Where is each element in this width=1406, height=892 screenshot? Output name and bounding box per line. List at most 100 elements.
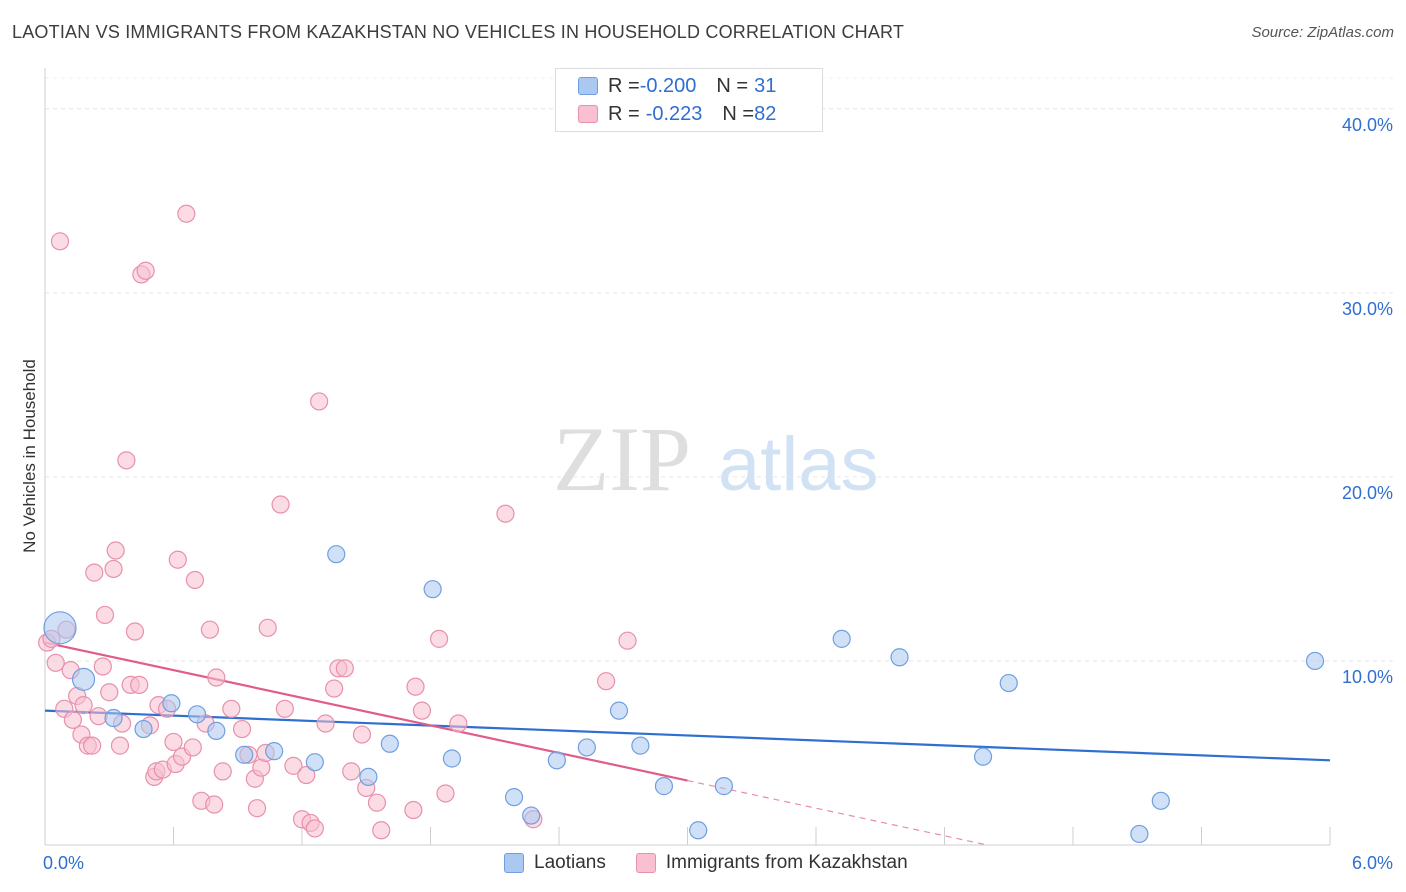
data-point-kazakhstan-51 (247, 799, 267, 818)
data-point-laotians-13 (423, 580, 442, 599)
data-point-kazakhstan-14 (89, 707, 108, 726)
data-point-kazakhstan-77 (449, 714, 468, 733)
legend-r-label: R = (608, 74, 640, 97)
y-tick-label: 40.0% (1342, 115, 1393, 135)
data-point-kazakhstan-66 (335, 659, 354, 678)
source-label: Source: ZipAtlas.com (1251, 24, 1394, 41)
data-point-kazakhstan-45 (207, 668, 226, 687)
data-point-kazakhstan-20 (110, 736, 130, 755)
data-point-laotians-7 (235, 745, 254, 764)
correlation-legend: R = -0.200 N = 31 R = -0.223 N = 82 (555, 68, 823, 132)
data-point-kazakhstan-81 (618, 631, 637, 650)
legend-n-value: 31 (754, 74, 777, 97)
data-point-kazakhstan-12 (83, 736, 102, 755)
legend-n-label: N = (722, 102, 755, 125)
data-point-laotians-29 (1151, 791, 1170, 810)
data-point-kazakhstan-48 (232, 719, 252, 739)
data-point-kazakhstan-34 (164, 732, 183, 752)
data-point-kazakhstan-38 (177, 204, 196, 223)
data-point-laotians-4 (162, 694, 181, 713)
data-point-laotians-1 (71, 667, 96, 691)
series-swatch-pink (635, 853, 656, 873)
axes (44, 68, 1331, 846)
data-point-laotians-11 (359, 767, 378, 787)
data-point-kazakhstan-24 (125, 622, 145, 641)
data-point-laotians-9 (305, 753, 324, 772)
data-point-laotians-22 (689, 821, 708, 840)
data-point-kazakhstan-75 (429, 629, 449, 648)
y-tick-label: 10.0% (1342, 667, 1393, 687)
data-point-kazakhstan-18 (104, 559, 123, 579)
data-point-kazakhstan-67 (342, 762, 361, 781)
data-point-laotians-17 (547, 751, 566, 770)
data-point-kazakhstan-74 (412, 701, 432, 720)
trend-line-1 (44, 641, 688, 782)
data-point-kazakhstan-39 (183, 738, 202, 757)
legend-swatch-blue (578, 77, 598, 95)
data-point-kazakhstan-25 (130, 675, 149, 694)
data-point-laotians-21 (654, 777, 674, 796)
data-point-laotians-25 (890, 648, 909, 667)
x-tick-label-min: 0.0% (43, 853, 84, 873)
data-point-kazakhstan-3 (50, 232, 70, 251)
data-point-kazakhstan-56 (275, 699, 294, 718)
data-point-laotians-10 (327, 545, 346, 564)
data-point-kazakhstan-76 (436, 784, 455, 803)
y-tick-label: 30.0% (1342, 299, 1393, 319)
data-point-kazakhstan-44 (205, 795, 224, 814)
data-point-laotians-3 (134, 719, 153, 739)
legend-n-label: N = (716, 74, 749, 97)
data-point-laotians-5 (187, 705, 207, 724)
data-point-kazakhstan-2 (46, 653, 65, 672)
data-point-kazakhstan-70 (367, 793, 387, 812)
legend-r-value: -0.223 (645, 102, 703, 125)
data-point-laotians-26 (973, 747, 993, 766)
data-point-laotians-30 (1305, 651, 1325, 671)
data-point-kazakhstan-73 (406, 677, 425, 696)
data-point-laotians-28 (1130, 824, 1149, 844)
data-point-kazakhstan-61 (305, 819, 324, 838)
data-point-kazakhstan-16 (95, 605, 115, 625)
data-point-laotians-27 (999, 673, 1018, 693)
data-point-kazakhstan-59 (297, 765, 316, 785)
data-point-laotians-6 (207, 721, 226, 740)
data-point-kazakhstan-54 (258, 618, 277, 637)
legend-swatch-pink (578, 105, 598, 123)
data-point-laotians-18 (577, 738, 596, 757)
series-legend-laotians: Laotians (504, 852, 606, 874)
grid-lines (45, 77, 1395, 662)
trend-line-dashed-1 (687, 779, 988, 846)
data-point-laotians-12 (380, 734, 399, 753)
data-point-kazakhstan-15 (93, 657, 112, 676)
data-point-kazakhstan-47 (222, 699, 241, 718)
data-point-laotians-20 (631, 736, 650, 755)
data-point-kazakhstan-68 (352, 725, 372, 744)
data-point-kazakhstan-13 (85, 563, 104, 582)
data-point-kazakhstan-55 (271, 495, 290, 514)
y-tick-label: 20.0% (1342, 483, 1393, 503)
data-point-laotians-19 (609, 701, 629, 720)
data-point-kazakhstan-78 (496, 504, 515, 523)
data-point-kazakhstan-17 (100, 683, 119, 702)
data-point-laotians-23 (714, 777, 734, 796)
data-point-kazakhstan-71 (372, 821, 391, 840)
data-point-kazakhstan-40 (185, 570, 205, 590)
data-point-kazakhstan-72 (404, 800, 423, 820)
data-point-kazakhstan-63 (316, 714, 335, 733)
trend-lines (44, 641, 1331, 846)
data-point-kazakhstan-10 (74, 696, 93, 715)
data-point-kazakhstan-64 (325, 679, 344, 698)
watermark-atlas: atlas (718, 422, 879, 507)
data-point-laotians-0 (43, 611, 77, 645)
series-name: Immigrants from Kazakhstan (665, 852, 908, 873)
series-swatch-blue (504, 853, 524, 873)
data-point-kazakhstan-43 (200, 620, 220, 639)
data-point-laotians-15 (504, 788, 524, 807)
data-points (38, 204, 1325, 844)
legend-r-label: R = (608, 102, 640, 125)
data-point-kazakhstan-36 (168, 550, 187, 569)
series-legend-kazakhstan: Immigrants from Kazakhstan (635, 852, 908, 874)
data-point-kazakhstan-80 (597, 672, 616, 691)
legend-n-value: 82 (754, 102, 777, 125)
